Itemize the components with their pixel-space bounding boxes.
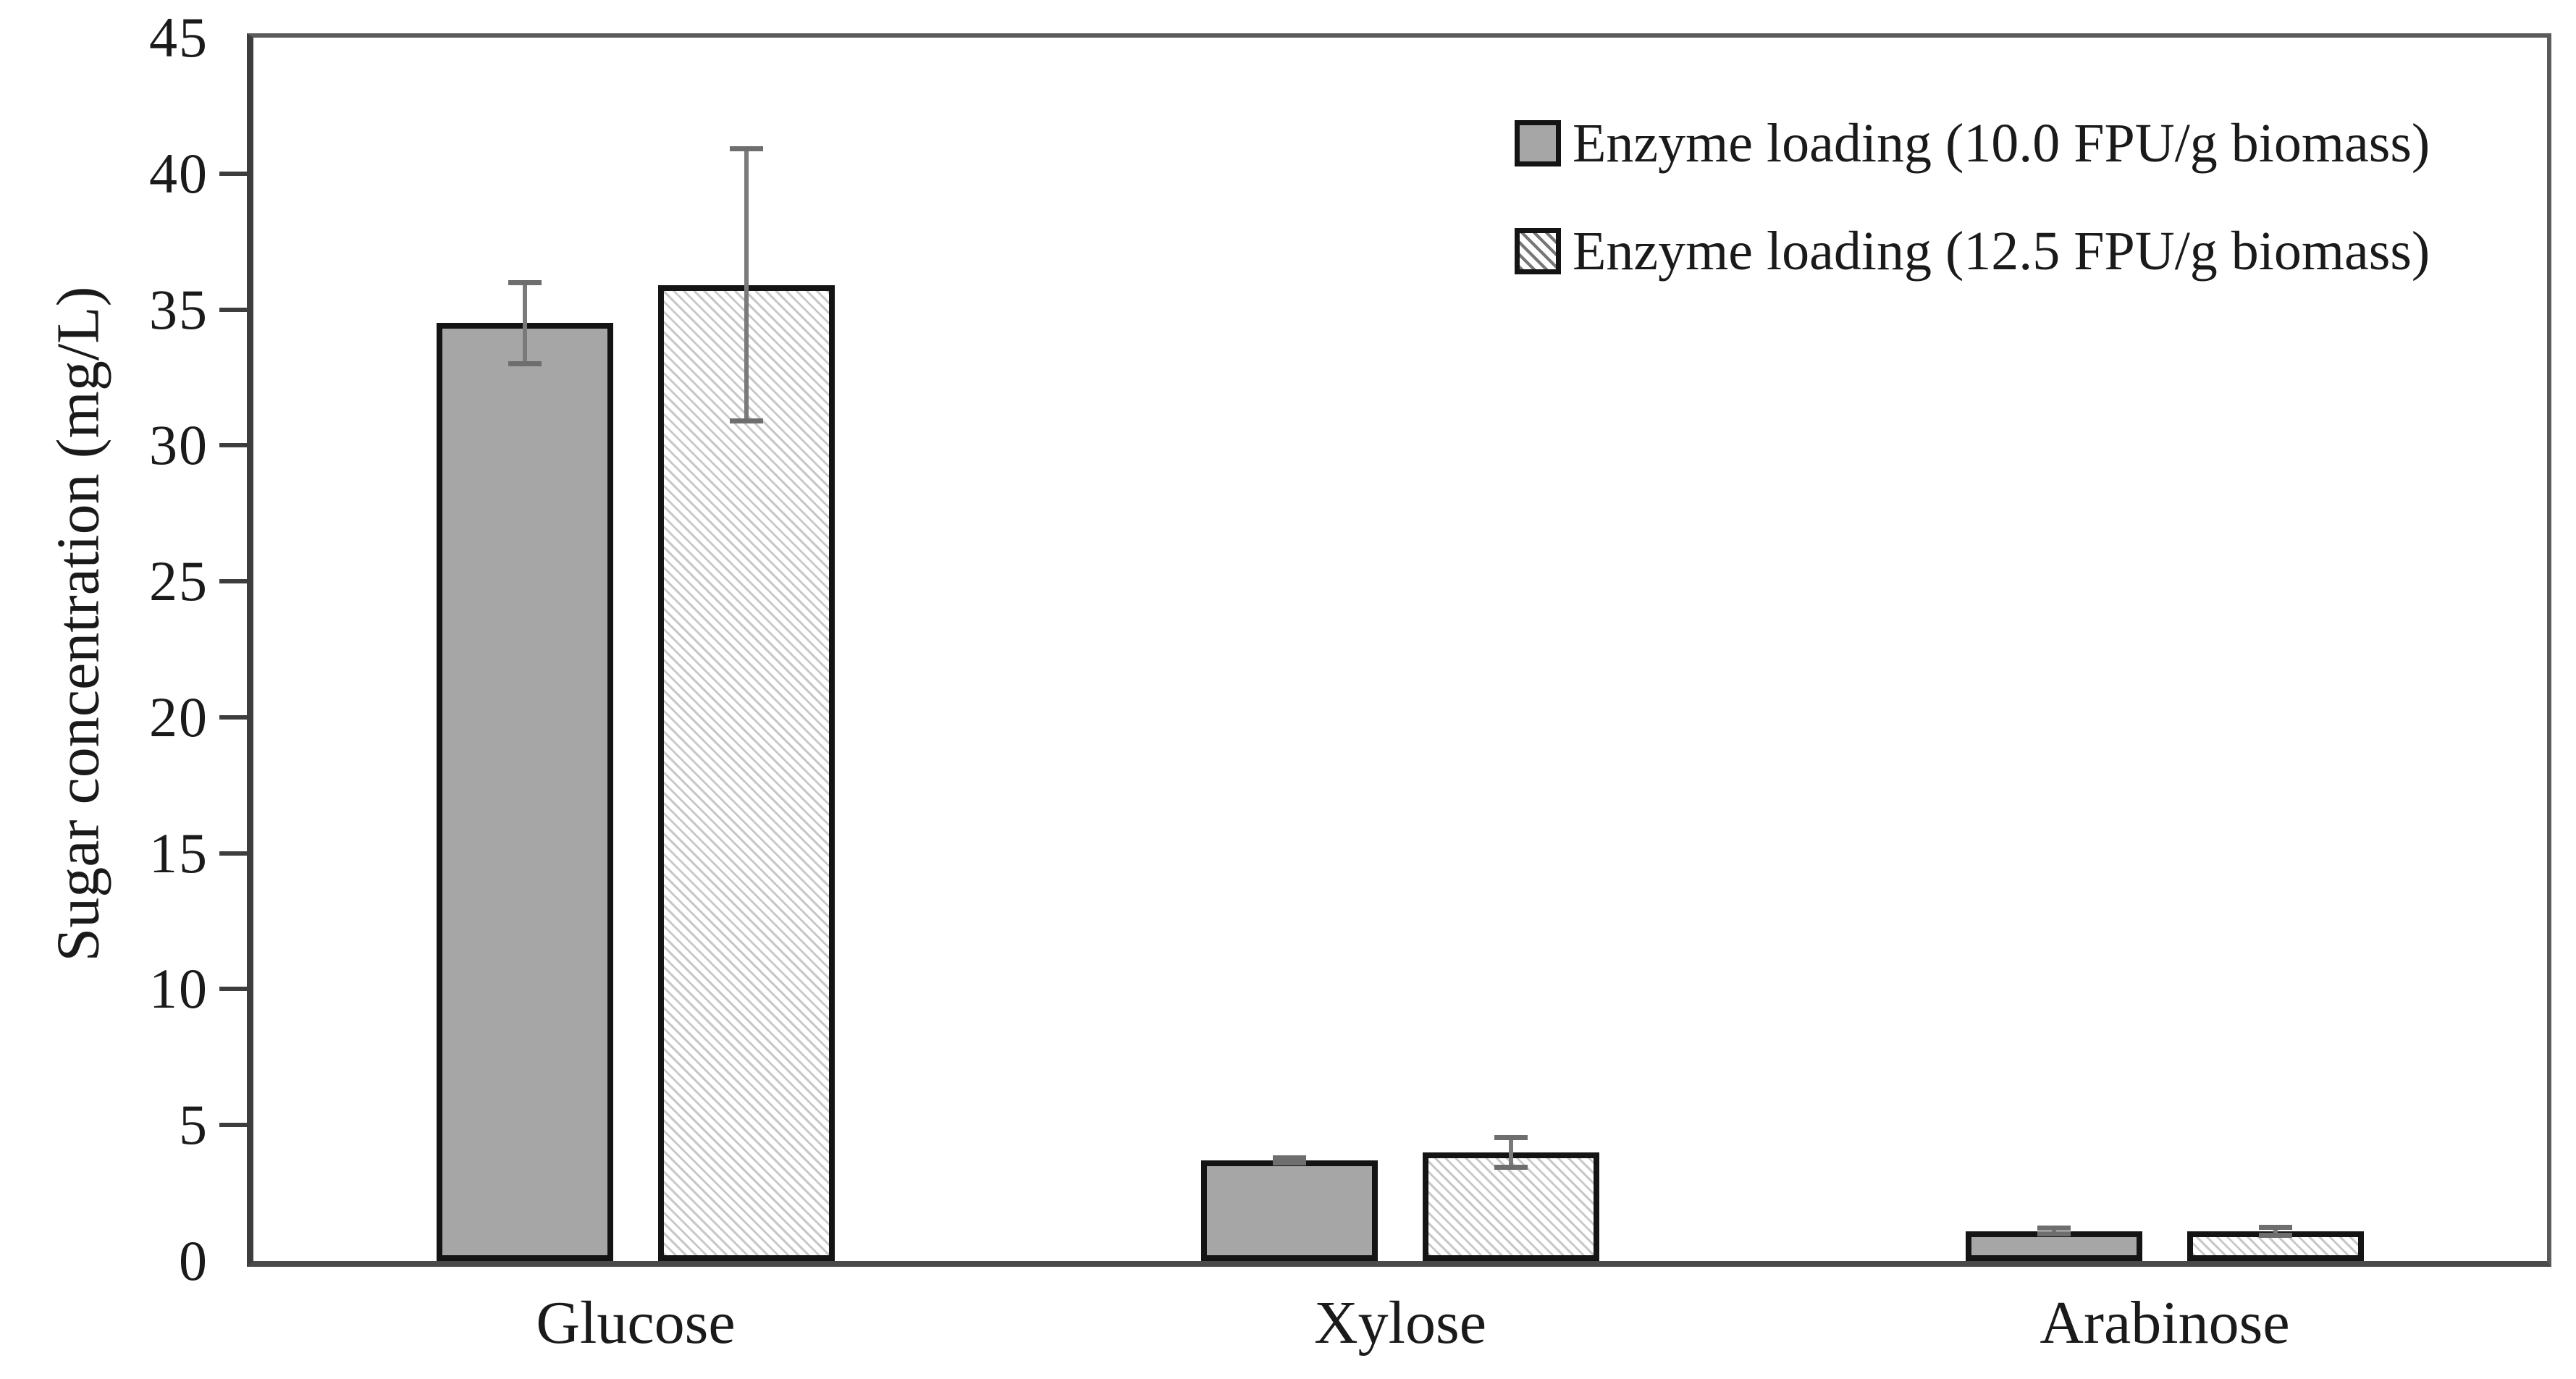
- y-tick-label-15: 15: [149, 821, 209, 885]
- y-tick-label-30: 30: [149, 413, 209, 477]
- error-bar-xylose-series-1: [1287, 1157, 1292, 1163]
- y-tick-mark-10: [219, 987, 247, 992]
- error-bar-cap-bottom: [508, 361, 542, 367]
- error-bar-cap-bottom: [1494, 1164, 1528, 1170]
- error-bar-cap-top: [1273, 1155, 1306, 1160]
- y-tick-label-0: 0: [179, 1229, 209, 1292]
- y-tick-label-10: 10: [149, 957, 209, 1021]
- x-axis-label-glucose: Glucose: [536, 1289, 736, 1357]
- error-bar-arabinose-series-1: [2052, 1228, 2056, 1234]
- legend-row-series-1: Enzyme loading (10.0 FPU/g biomass): [1515, 113, 2430, 174]
- y-tick-mark-15: [219, 851, 247, 856]
- legend-label-series-2: Enzyme loading (12.5 FPU/g biomass): [1573, 221, 2430, 282]
- error-bar-cap-top: [2259, 1224, 2292, 1230]
- error-bar-cap-bottom: [1273, 1160, 1306, 1166]
- error-bar-cap-bottom: [2037, 1231, 2071, 1236]
- y-tick-label-35: 35: [149, 277, 209, 341]
- error-bar-cap-top: [508, 279, 542, 285]
- error-bar-cap-top: [2037, 1226, 2071, 1231]
- y-tick-mark-20: [219, 714, 247, 720]
- y-tick-mark-25: [219, 579, 247, 584]
- y-tick-label-45: 45: [149, 6, 209, 69]
- error-bar-arabinose-series-2: [2273, 1227, 2278, 1236]
- error-bar-glucose-series-1: [523, 282, 527, 364]
- error-bar-cap-bottom: [2259, 1232, 2292, 1238]
- plot-area: [247, 33, 2551, 1267]
- bar-glucose-series-2: [658, 284, 835, 1261]
- legend: Enzyme loading (10.0 FPU/g biomass) Enzy…: [1515, 113, 2430, 336]
- legend-swatch-hatched-icon: [1515, 228, 1561, 274]
- y-tick-label-25: 25: [149, 549, 209, 613]
- bar-glucose-series-1: [437, 323, 613, 1261]
- y-tick-mark-40: [219, 171, 247, 176]
- error-bar-cap-bottom: [730, 418, 763, 424]
- y-tick-mark-35: [219, 307, 247, 312]
- bar-xylose-series-1: [1201, 1160, 1378, 1261]
- x-axis-label-xylose: Xylose: [1314, 1289, 1486, 1357]
- legend-label-series-1: Enzyme loading (10.0 FPU/g biomass): [1573, 113, 2430, 174]
- y-tick-label-5: 5: [179, 1093, 209, 1157]
- error-bar-glucose-series-2: [744, 148, 749, 421]
- x-axis-label-arabinose: Arabinose: [2040, 1289, 2290, 1357]
- error-bar-cap-top: [730, 146, 763, 152]
- y-tick-mark-5: [219, 1123, 247, 1128]
- y-tick-label-20: 20: [149, 685, 209, 748]
- error-bar-cap-top: [1494, 1134, 1528, 1140]
- error-bar-xylose-series-2: [1509, 1137, 1513, 1168]
- y-tick-mark-30: [219, 443, 247, 448]
- y-tick-label-40: 40: [149, 141, 209, 205]
- legend-swatch-solid-icon: [1515, 120, 1561, 166]
- legend-row-series-2: Enzyme loading (12.5 FPU/g biomass): [1515, 221, 2430, 282]
